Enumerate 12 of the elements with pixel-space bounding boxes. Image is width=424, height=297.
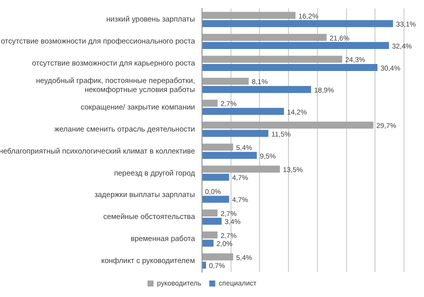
bar (202, 64, 378, 72)
bar (202, 86, 312, 93)
bar (202, 130, 268, 137)
bar (202, 42, 389, 50)
bar (202, 20, 394, 28)
bar (202, 196, 230, 203)
bar (202, 174, 230, 181)
bar (202, 240, 214, 247)
bar (202, 152, 257, 159)
bar (202, 262, 206, 269)
bar (202, 218, 222, 225)
bar (202, 108, 284, 115)
